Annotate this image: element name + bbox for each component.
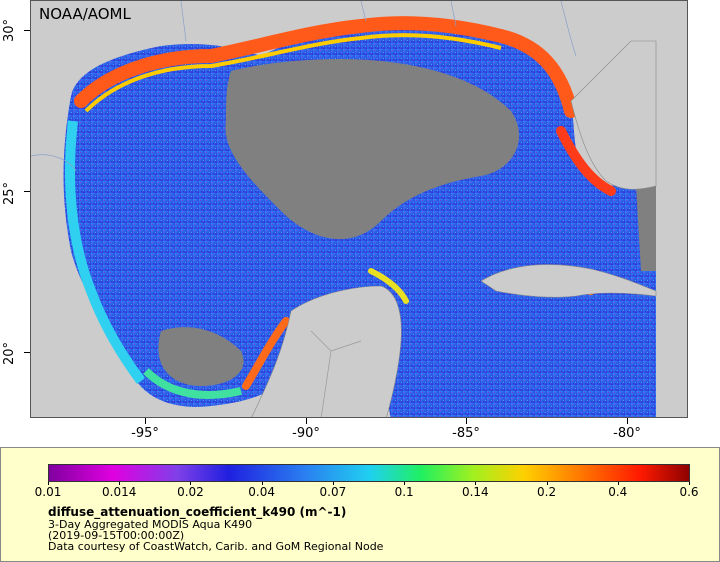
- colorbar-tick-mark: [617, 482, 619, 485]
- lat-tick: [24, 191, 30, 192]
- data-credit: Data courtesy of CoastWatch, Carib. and …: [48, 540, 384, 553]
- florida-land: [570, 40, 657, 190]
- k490-map: [31, 1, 687, 417]
- lat-label-30: 30°: [2, 18, 17, 42]
- colorbar-tick-label: 0.14: [461, 485, 489, 499]
- colorbar-tick-mark: [475, 482, 477, 485]
- lat-label-25: 25°: [2, 181, 17, 205]
- lon-tick: [306, 418, 307, 424]
- lon-label-85: -85°: [452, 426, 480, 441]
- legend-panel: 0.01 0.014 0.02 0.04 0.07 0.1 0.14 0.2 0.4 0.6 di…: [0, 447, 720, 562]
- lon-tick: [627, 418, 628, 424]
- lon-label-95: -95°: [131, 426, 159, 441]
- lat-label-20: 20°: [2, 341, 17, 365]
- coastal-band-north-inner: [84, 33, 502, 113]
- product-description: 3-Day Aggregated MODIS Aqua K490: [48, 518, 253, 531]
- coastal-band-campeche: [143, 368, 242, 399]
- colorbar-tick-label: 0.04: [248, 485, 276, 499]
- variable-name: diffuse_attenuation_coefficient_k490 (m^…: [48, 505, 347, 519]
- cuba-land: [480, 264, 657, 298]
- state-borders: [31, 1, 577, 172]
- lat-tick: [24, 30, 30, 31]
- caribbean-water: [401, 272, 656, 417]
- colorbar-tick-label: 0.4: [608, 485, 628, 499]
- coastal-band-yucatan: [368, 268, 409, 304]
- noaa-credit: NOAA/AOML: [39, 5, 131, 23]
- colorbar-tick-mark: [546, 482, 548, 485]
- colorbar-tick-label: 0.02: [177, 485, 204, 499]
- colorbar-tick-label: 0.01: [34, 485, 62, 499]
- coastal-band-north: [74, 16, 578, 118]
- coastal-band-florida: [556, 126, 616, 196]
- time-stamp: (2019-09-15T00:00:00Z): [48, 529, 185, 542]
- yucatan-land: [251, 285, 402, 417]
- lon-tick: [145, 418, 146, 424]
- lon-tick: [466, 418, 467, 424]
- colorbar-tick-mark: [404, 482, 406, 485]
- colorbar-tick-mark: [332, 482, 334, 485]
- colorbar: [48, 464, 690, 482]
- colorbar-tick-mark: [689, 482, 690, 485]
- no-data-region-2: [158, 327, 244, 386]
- lat-tick: [24, 352, 30, 353]
- colorbar-tick-label: 0.1: [394, 485, 414, 499]
- colorbar-tick-mark: [48, 482, 49, 485]
- colorbar-tick-label: 0.6: [679, 485, 699, 499]
- no-data-region: [225, 59, 520, 240]
- country-borders: [310, 330, 362, 417]
- colorbar-tick-mark: [190, 482, 192, 485]
- colorbar-tick-label: 0.2: [537, 485, 557, 499]
- map-panel: NOAA/AOML: [30, 0, 688, 418]
- colorbar-tick-label: 0.07: [319, 485, 347, 499]
- lon-label-90: -90°: [292, 426, 320, 441]
- colorbar-tick-label: 0.014: [102, 485, 137, 499]
- coastal-band-west: [65, 120, 146, 384]
- colorbar-tick-mark: [119, 482, 121, 485]
- colorbar-tick-mark: [261, 482, 263, 485]
- coastal-band-mexico: [242, 317, 290, 390]
- lon-label-80: -80°: [613, 426, 641, 441]
